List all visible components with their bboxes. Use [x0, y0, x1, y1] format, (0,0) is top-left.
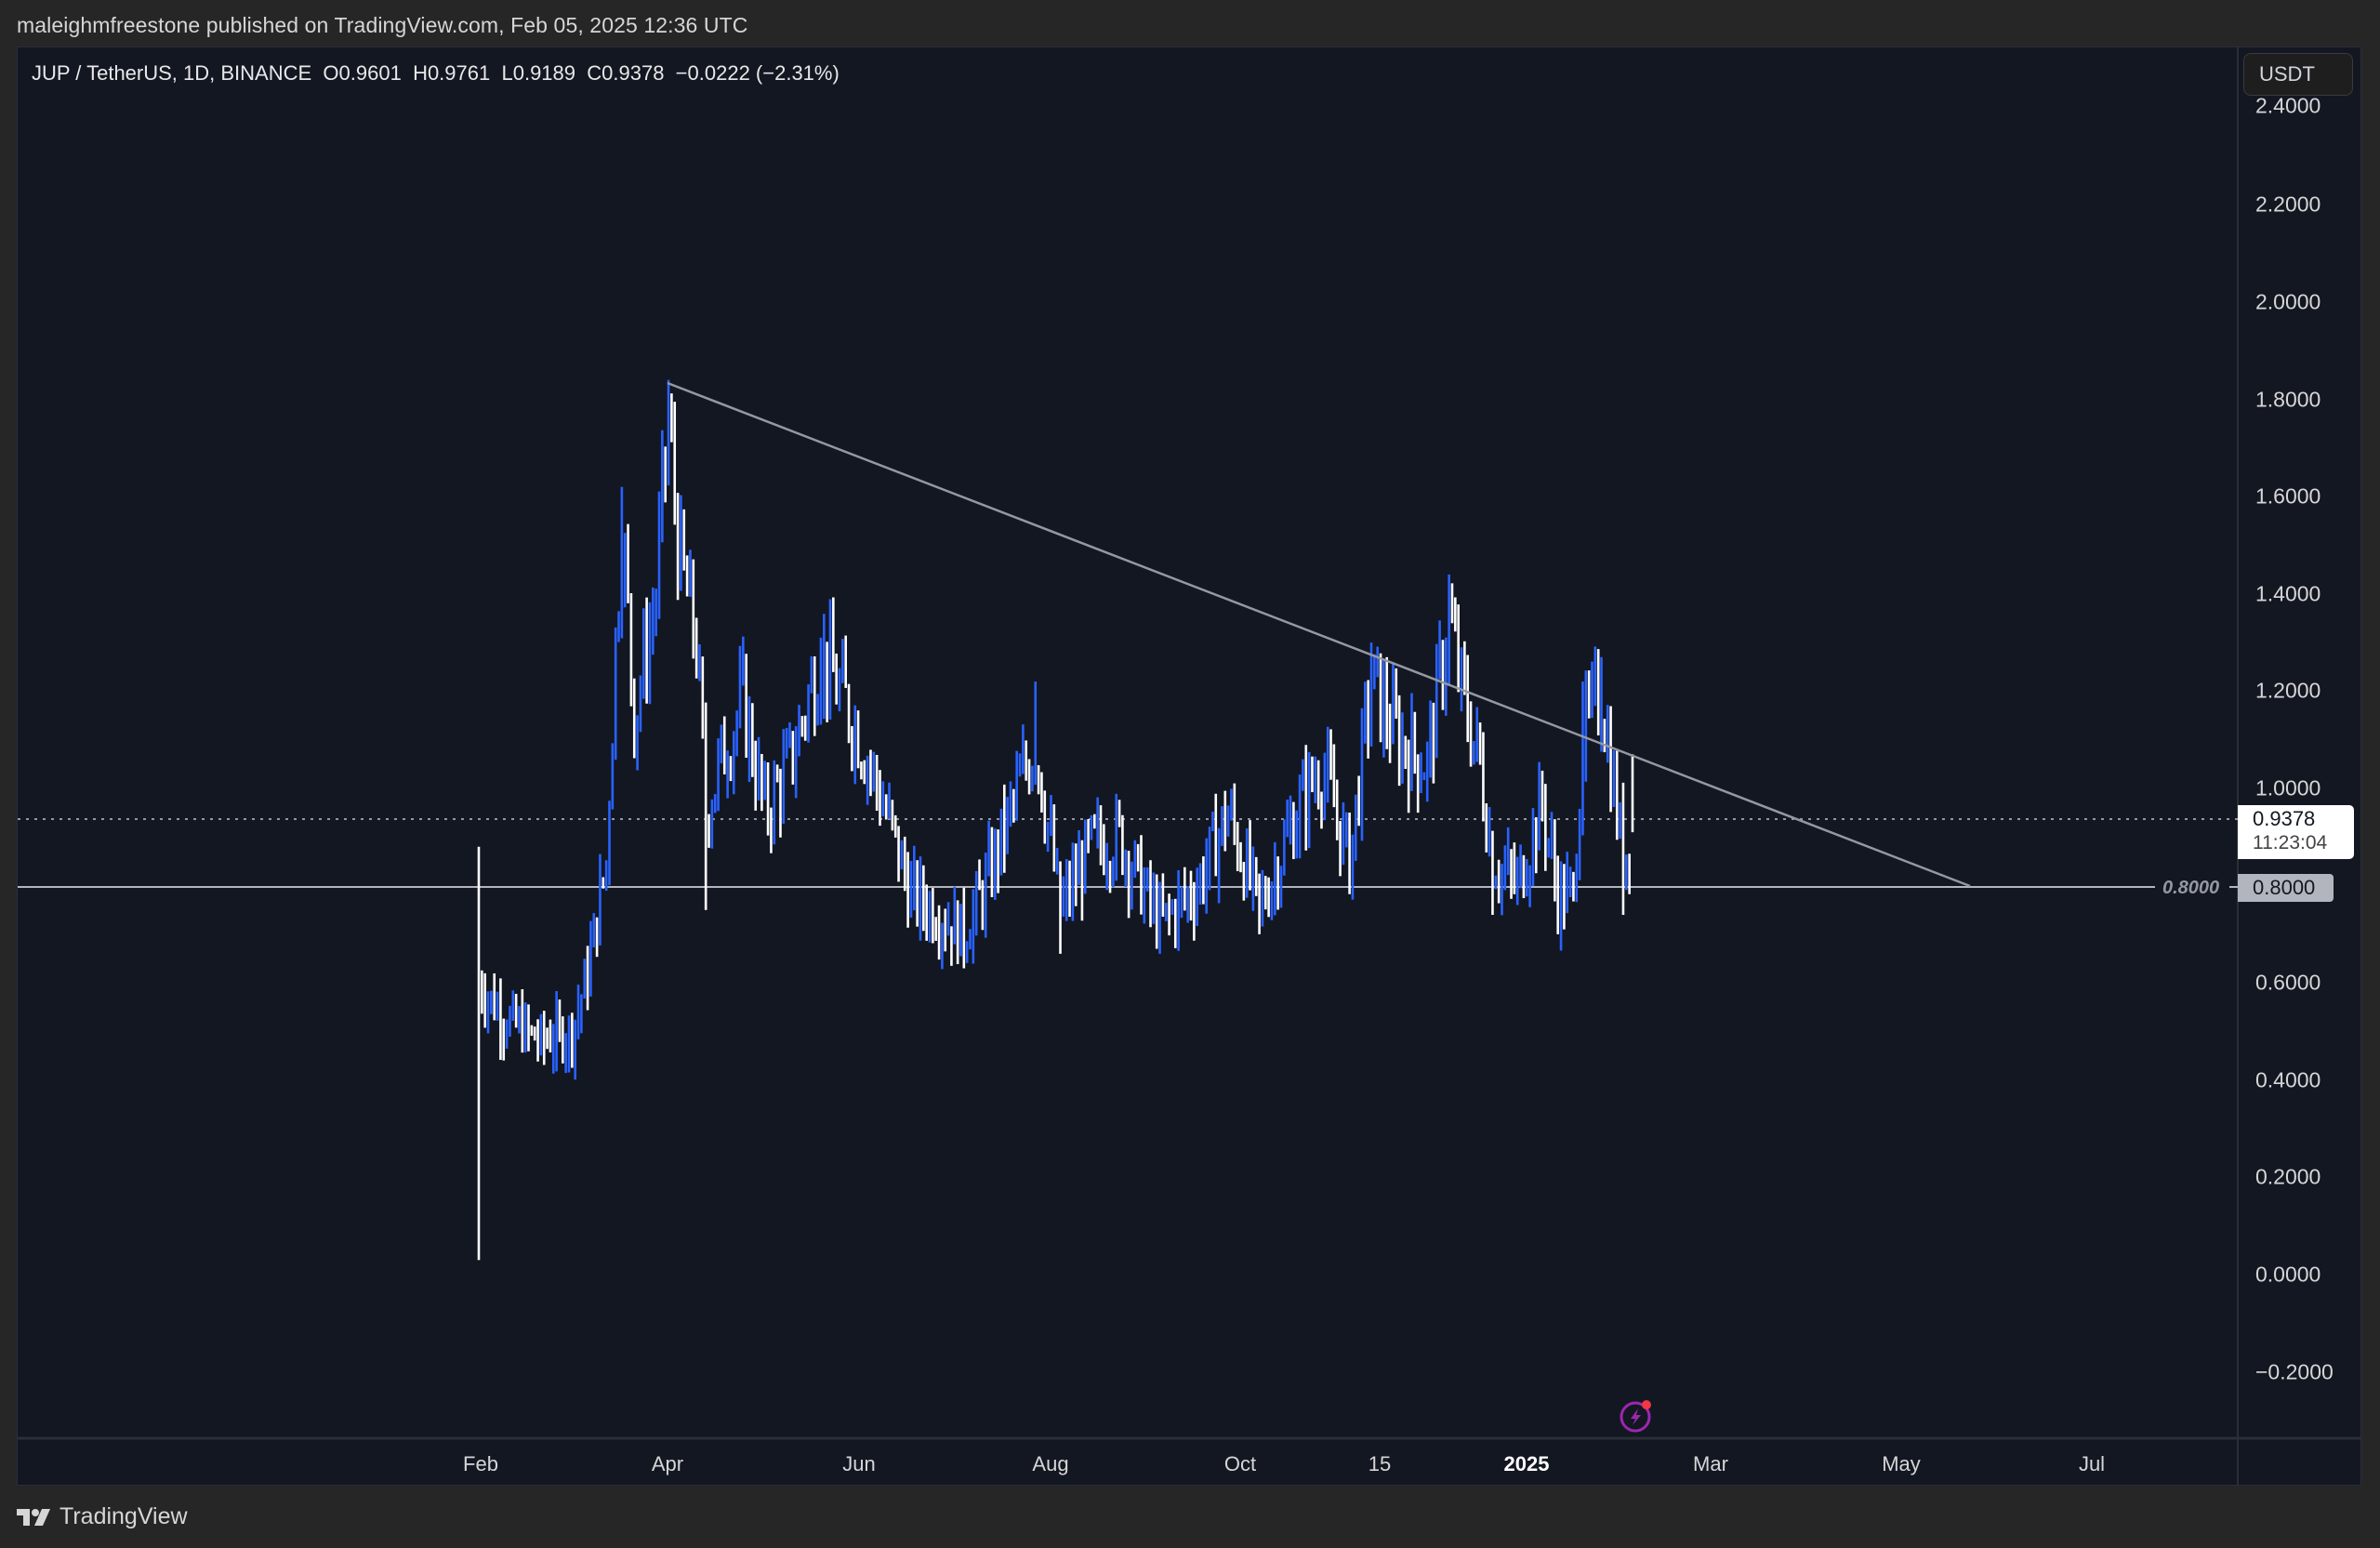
level-inline-label: 0.8000: [2157, 876, 2226, 900]
price-tick: 2.4000: [2255, 93, 2321, 118]
tradingview-wordmark: TradingView: [60, 1503, 188, 1529]
legend-symbol: JUP / TetherUS, 1D, BINANCE: [32, 61, 312, 85]
time-tick: Jun: [842, 1452, 876, 1475]
time-tick: Oct: [1223, 1452, 1257, 1475]
price-tick: 1.4000: [2255, 581, 2321, 606]
price-tick: 2.2000: [2255, 192, 2321, 217]
price-tick: 2.0000: [2255, 289, 2321, 314]
descending-trendline[interactable]: [667, 381, 1971, 888]
legend-open: O0.9601: [323, 61, 402, 85]
price-tick: 1.6000: [2255, 483, 2321, 509]
last-price-label: 0.9378 11:23:04: [2238, 805, 2354, 859]
time-tick: 15: [1368, 1452, 1392, 1475]
symbol-legend: JUP / TetherUS, 1D, BINANCE O0.9601 H0.9…: [32, 61, 840, 86]
publish-header: maleighmfreestone published on TradingVi…: [17, 13, 748, 37]
time-tick: Jul: [2078, 1452, 2106, 1475]
time-tick: Apr: [651, 1452, 684, 1475]
tradingview-logo-icon: [17, 1508, 50, 1526]
price-tick: 1.8000: [2255, 387, 2321, 412]
price-tick: −0.2000: [2255, 1359, 2334, 1384]
price-tick: 1.0000: [2255, 775, 2321, 800]
chart-pane[interactable]: [17, 46, 2361, 1486]
tradingview-footer[interactable]: TradingView: [17, 1503, 188, 1530]
price-tick: 0.6000: [2255, 970, 2321, 995]
price-tick: 0.2000: [2255, 1164, 2321, 1189]
legend-close: C0.9378: [587, 61, 665, 85]
lightning-alert-icon[interactable]: [1619, 1396, 1656, 1434]
legend-change: −0.0222 (−2.31%): [675, 61, 840, 85]
price-bars: [477, 379, 1634, 1261]
legend-low: L0.9189: [501, 61, 576, 85]
time-tick: May: [1882, 1452, 1921, 1475]
legend-high: H0.9761: [413, 61, 491, 85]
time-tick: Aug: [1032, 1452, 1069, 1475]
price-tick: 0.0000: [2255, 1262, 2321, 1287]
time-tick: Feb: [463, 1452, 498, 1475]
last-price-value: 0.9378: [2253, 807, 2316, 830]
price-tick: 1.2000: [2255, 678, 2321, 703]
time-tick: 2025: [1503, 1452, 1550, 1475]
currency-button[interactable]: USDT: [2243, 53, 2353, 96]
time-tick: Mar: [1693, 1452, 1728, 1475]
level-price-label: 0.8000: [2238, 874, 2334, 902]
bar-countdown: 11:23:04: [2253, 832, 2328, 853]
price-tick: 0.4000: [2255, 1067, 2321, 1092]
